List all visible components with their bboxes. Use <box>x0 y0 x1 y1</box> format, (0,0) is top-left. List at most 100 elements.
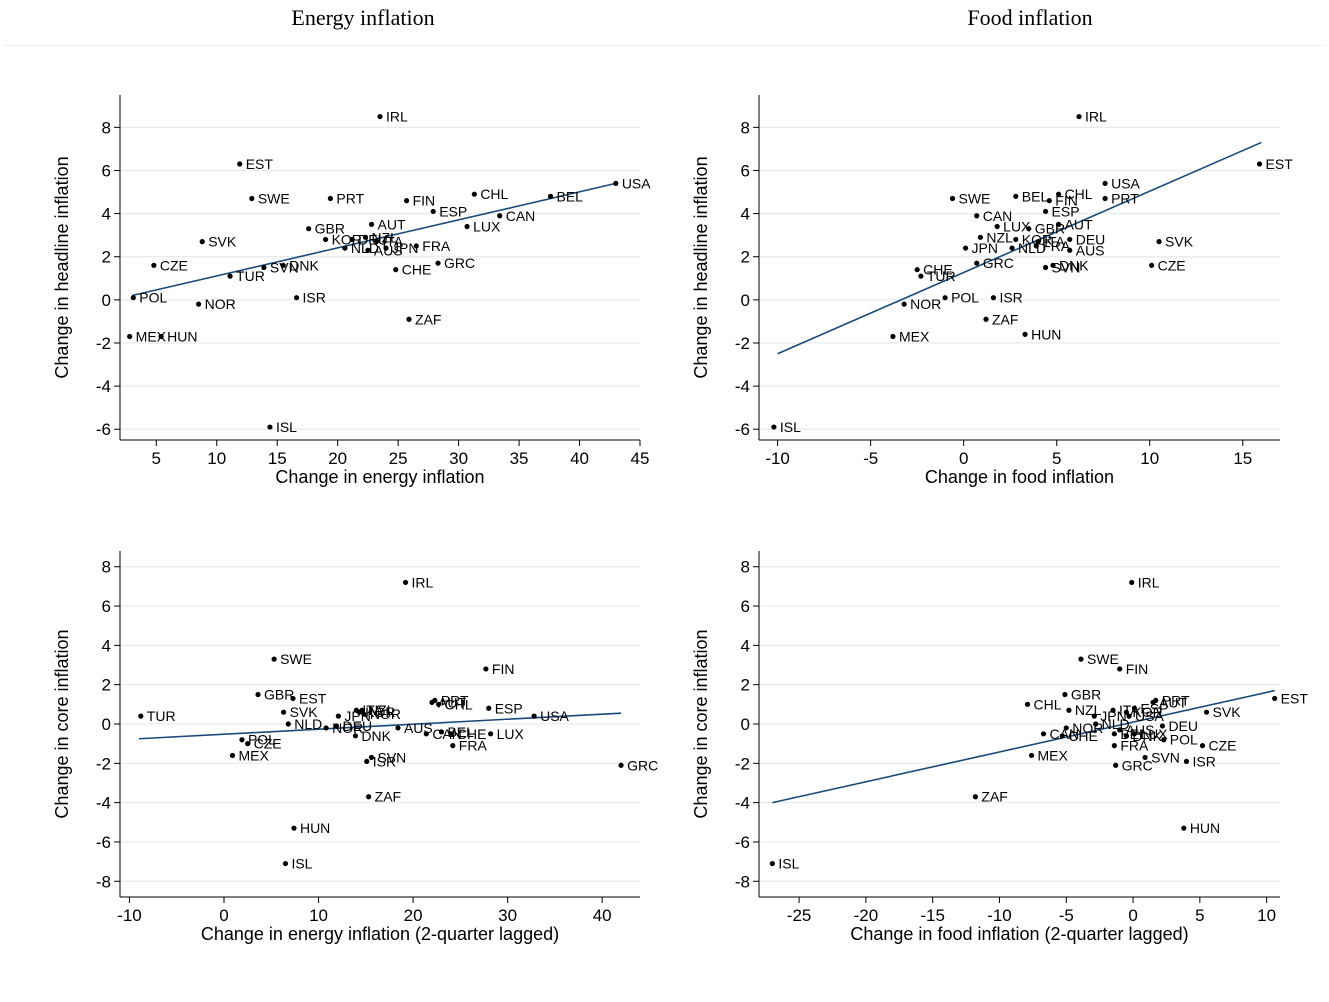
data-point-bel <box>547 193 554 199</box>
data-point-chl <box>1055 191 1062 197</box>
x-tick-label: 10 <box>207 449 226 468</box>
data-point-nor <box>196 301 202 307</box>
data-point-nor <box>1063 725 1069 731</box>
data-point-esp <box>1042 208 1049 215</box>
point-label-dnk: DNK <box>361 728 391 744</box>
point-label-nor: NOR <box>332 720 363 736</box>
data-point-jpn <box>962 245 969 251</box>
x-tick-label: -25 <box>787 906 812 925</box>
point-label-est: EST <box>299 690 327 706</box>
x-tick-label: -10 <box>117 906 142 925</box>
data-point-isl <box>769 860 775 867</box>
point-label-cze: CZE <box>160 257 188 273</box>
data-point-est <box>1272 695 1278 702</box>
data-point-fin <box>1046 198 1052 204</box>
point-label-tur: TUR <box>236 268 265 284</box>
data-point-nzl <box>362 234 369 240</box>
x-tick-label: 10 <box>309 906 328 925</box>
data-point-gbr <box>306 226 312 232</box>
x-tick-label: 20 <box>328 449 347 468</box>
data-point-zaf <box>366 794 372 800</box>
data-point-grc <box>1113 762 1119 768</box>
data-point-nzl <box>977 234 984 240</box>
point-label-cze: CZE <box>1209 738 1237 754</box>
data-point-usa <box>613 180 619 187</box>
data-point-jpn <box>383 245 389 251</box>
data-point-svk <box>1156 239 1162 245</box>
data-point-fra <box>1033 243 1039 249</box>
x-axis-title: Change in energy inflation <box>275 467 484 487</box>
fitted-line <box>138 712 622 740</box>
point-label-svn: SVN <box>1151 749 1180 765</box>
data-point-usa <box>1126 713 1132 719</box>
fitted-line <box>777 141 1262 355</box>
data-point-mex <box>1028 752 1035 759</box>
point-label-aut: AUT <box>438 694 466 710</box>
data-point-esp <box>430 208 436 215</box>
point-label-tur: TUR <box>147 708 176 724</box>
data-point-aus <box>1067 247 1073 253</box>
data-point-cze <box>1149 262 1155 268</box>
data-point-ita <box>1110 707 1116 713</box>
point-label-prt: PRT <box>1162 692 1190 708</box>
point-label-est: EST <box>246 156 274 172</box>
x-axis-title: Change in food inflation <box>925 467 1114 487</box>
point-label-svk: SVK <box>1165 234 1194 250</box>
data-point-gbr <box>1062 691 1068 698</box>
data-point-can <box>1040 731 1047 737</box>
data-point-grc <box>974 260 980 266</box>
point-label-gbr: GBR <box>1035 221 1065 237</box>
point-label-jpn: JPN <box>344 708 370 724</box>
data-point-isl <box>771 424 777 430</box>
data-point-fin <box>1117 666 1123 672</box>
data-point-pol <box>1161 737 1167 743</box>
point-label-jpn: JPN <box>972 240 998 256</box>
point-label-kor: KOR <box>365 704 395 720</box>
point-label-irl: IRL <box>1085 109 1107 125</box>
data-point-bel <box>438 729 445 735</box>
point-label-usa: USA <box>622 175 651 191</box>
data-point-kor <box>322 236 329 243</box>
data-point-pol <box>942 295 948 301</box>
point-label-isr: ISR <box>373 753 396 769</box>
x-tick-label: -20 <box>854 906 879 925</box>
data-point-pol <box>239 737 245 743</box>
data-point-isl <box>282 860 289 867</box>
data-point-mex <box>890 333 896 340</box>
point-label-fra: FRA <box>1120 738 1149 754</box>
y-tick-label: -2 <box>735 334 750 353</box>
y-tick-label: 8 <box>102 558 111 577</box>
point-label-nor: NOR <box>370 706 401 722</box>
x-tick-label: 0 <box>959 449 968 468</box>
x-tick-label: 5 <box>1052 449 1061 468</box>
data-point-irl <box>1129 579 1135 586</box>
point-label-mex: MEX <box>899 329 930 345</box>
y-tick-label: -2 <box>96 754 111 773</box>
y-tick-label: -4 <box>735 794 750 813</box>
data-point-irl <box>1076 113 1082 120</box>
scatter-panel-energy: -6 -4 -2 0 2 4 6 8 5 10 15 20 25 30 35 40 45 Change in en… <box>52 95 651 487</box>
data-point-svn <box>1042 264 1049 271</box>
data-point-che <box>448 731 454 737</box>
point-label-che: CHE <box>923 262 953 278</box>
point-label-svn: SVN <box>1052 260 1081 276</box>
point-label-svk: SVK <box>290 704 319 720</box>
point-label-dnk: DNK <box>289 257 319 273</box>
data-point-nor <box>361 711 367 717</box>
point-label-chl: CHL <box>1034 696 1062 712</box>
point-label-mex: MEX <box>136 329 167 345</box>
data-point-dnk <box>352 733 359 739</box>
point-label-nor: NOR <box>910 296 941 312</box>
point-label-isl: ISL <box>778 856 799 872</box>
point-label-mex: MEX <box>1038 747 1069 763</box>
data-point-zaf <box>406 316 412 322</box>
x-tick-label: -5 <box>1059 906 1074 925</box>
y-tick-label: -8 <box>96 872 111 891</box>
data-point-swe <box>249 195 255 202</box>
y-tick-label: 6 <box>102 597 111 616</box>
point-label-lux: LUX <box>1140 726 1168 742</box>
point-label-bel: BEL <box>447 724 474 740</box>
point-label-can: CAN <box>432 726 462 742</box>
x-tick-label: -10 <box>987 906 1012 925</box>
data-point-mex <box>229 752 236 759</box>
